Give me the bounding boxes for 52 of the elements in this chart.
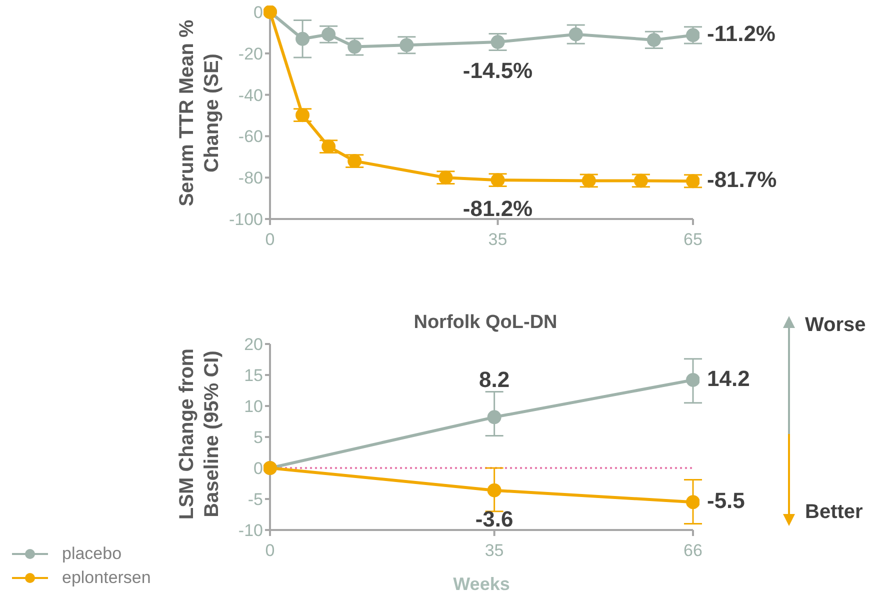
y-tick-label: 20 <box>244 335 263 354</box>
point <box>686 28 700 42</box>
y-tick-label: 0 <box>254 459 263 478</box>
chart-title: Norfolk QoL-DN <box>412 312 558 334</box>
point <box>490 173 505 188</box>
point <box>348 154 362 168</box>
y-axis-title: LSM Change from Baseline (95% CI) <box>175 347 224 522</box>
data-label: -5.5 <box>707 488 745 514</box>
x-tick-label: 35 <box>488 230 508 250</box>
data-label: -3.6 <box>475 506 514 532</box>
point <box>686 174 700 188</box>
y-tick-label: -60 <box>238 127 263 146</box>
point <box>487 483 502 498</box>
point <box>348 40 362 54</box>
x-tick-label: 65 <box>684 230 702 250</box>
point <box>322 27 336 42</box>
x-tick-label: 66 <box>684 541 702 560</box>
y-tick-label: -5 <box>248 490 263 510</box>
y-tick-label: 0 <box>254 3 263 22</box>
y-tick-label: 10 <box>244 397 263 416</box>
data-label: -14.5% <box>462 58 533 84</box>
y-tick-label: -40 <box>238 86 263 105</box>
legend-label: placebo <box>62 544 122 564</box>
point <box>582 174 596 188</box>
legend-label: eplontersen <box>62 568 151 588</box>
point <box>686 372 700 387</box>
point <box>438 170 453 185</box>
text: Better <box>805 501 863 524</box>
text: Worse <box>805 314 866 337</box>
y-tick-label: -100 <box>228 210 263 230</box>
data-label: -81.7% <box>707 167 777 192</box>
data-label: -11.2% <box>707 21 776 46</box>
point <box>400 38 414 52</box>
data-label: 8.2 <box>479 367 510 392</box>
y-tick-label: -80 <box>238 168 263 188</box>
point <box>296 32 310 46</box>
point <box>646 32 661 47</box>
x-tick-label: 35 <box>484 541 504 560</box>
y-tick-label: 5 <box>254 428 263 448</box>
y-tick-label: 15 <box>244 366 263 386</box>
point <box>686 495 700 510</box>
x-axis-title: Weeks <box>453 574 510 594</box>
point <box>322 140 336 154</box>
point <box>634 174 648 188</box>
y-tick-label: -10 <box>238 521 263 540</box>
point <box>490 35 505 50</box>
point <box>296 108 310 122</box>
data-label: 14.2 <box>707 366 750 391</box>
y-tick-label: -20 <box>238 44 263 64</box>
point <box>487 410 502 424</box>
y-axis-title: Serum TTR Mean % Change (SE) <box>176 19 223 206</box>
data-label: -81.2% <box>462 196 533 222</box>
